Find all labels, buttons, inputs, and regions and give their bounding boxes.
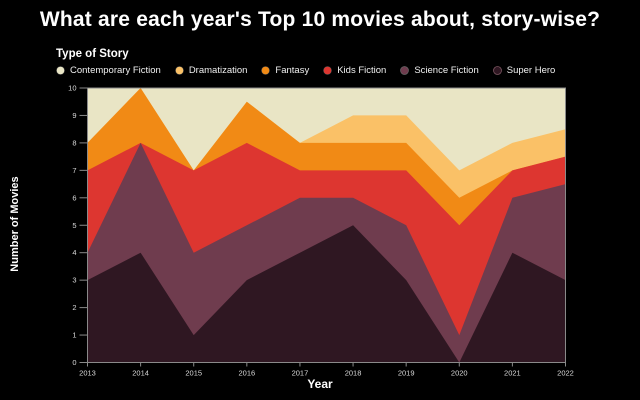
x-axis-title: Year [307,377,333,391]
y-axis-title: Number of Movies [9,176,21,272]
x-tick-label: 2020 [451,369,468,378]
y-tick-label: 7 [72,166,76,175]
y-tick-label: 0 [72,358,76,367]
legend-item-label: Super Hero [506,65,556,76]
legend-swatch-icon [56,66,65,75]
x-tick-label: 2013 [79,369,96,378]
legend-item-label: Science Fiction [414,65,479,76]
legend-item-fantasy[interactable]: Fantasy [261,65,309,76]
y-tick-label: 5 [72,221,76,230]
y-tick-label: 6 [72,193,76,202]
y-tick-label: 3 [72,276,76,285]
x-tick-label: 2014 [132,369,149,378]
legend-swatch-icon [492,66,502,75]
legend-swatch-icon [323,66,332,75]
legend-item-label: Kids Fiction [337,65,387,76]
legend-item-super-hero[interactable]: Super Hero [492,65,556,76]
legend-item-science-fiction[interactable]: Science Fiction [400,65,479,76]
legend-item-contemporary-fiction[interactable]: Contemporary Fiction [56,65,161,76]
legend-title: Type of Story [56,48,129,60]
area-series-super-hero [87,225,566,363]
legend-swatch-icon [175,66,184,75]
y-tick-label: 10 [68,84,76,93]
legend-items-row: Contemporary Fiction Dramatization Fanta… [56,65,555,76]
legend: Type of Story Contemporary Fiction Drama… [56,48,555,76]
y-tick-label: 8 [72,138,76,147]
legend-swatch-icon [400,66,410,75]
x-tick-label: 2018 [345,369,362,378]
x-tick-label: 2022 [557,369,574,378]
x-tick-label: 2017 [292,369,309,378]
y-tick-label: 9 [72,111,76,120]
legend-item-label: Dramatization [188,65,248,76]
x-tick-label: 2019 [398,369,415,378]
y-tick-label: 4 [72,248,76,257]
x-tick-label: 2016 [238,369,255,378]
y-tick-label: 1 [72,331,76,340]
y-tick-label: 2 [72,303,76,312]
legend-item-label: Fantasy [275,65,310,76]
legend-item-kids-fiction[interactable]: Kids Fiction [323,65,386,76]
x-tick-label: 2015 [185,369,202,378]
legend-swatch-icon [261,66,271,75]
legend-item-dramatization[interactable]: Dramatization [175,65,248,76]
legend-item-label: Contemporary Fiction [70,65,161,76]
chart-title: What are each year's Top 10 movies about… [39,8,601,31]
x-tick-label: 2021 [504,369,521,378]
